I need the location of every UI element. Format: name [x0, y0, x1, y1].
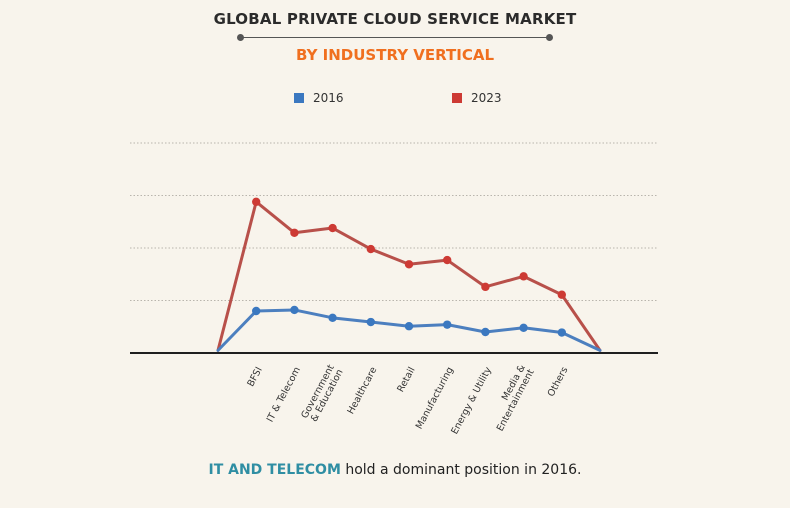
- tick-label-line: BFSI: [245, 365, 264, 388]
- legend-label-2016: 2016: [313, 91, 344, 105]
- chart-subtitle: BY INDUSTRY VERTICAL: [295, 46, 495, 64]
- data-point-2016-2: [290, 305, 299, 315]
- data-point-2016-1: [252, 306, 261, 316]
- data-point-2016-6: [443, 320, 452, 329]
- tick-label-line: IT & Telecom: [265, 365, 303, 424]
- data-point-2016-4: [366, 317, 375, 327]
- legend-label-2023: 2023: [471, 91, 502, 105]
- tick-label-6: Manufacturing: [414, 365, 456, 431]
- tick-label-9: Others: [546, 365, 571, 398]
- data-point-2023-8: [519, 272, 528, 281]
- chart-caption: IT AND TELECOM hold a dominant position …: [0, 462, 790, 478]
- tick-label-8: Media &Entertainment: [486, 362, 537, 433]
- title-divider: [240, 37, 550, 38]
- tick-label-1: BFSI: [245, 365, 264, 388]
- tick-label-line: Energy & Utility: [449, 365, 494, 436]
- tick-label-7: Energy & Utility: [449, 365, 494, 436]
- tick-label-line: Healthcare: [345, 365, 379, 416]
- chart-title: GLOBAL PRIVATE CLOUD SERVICE MARKET: [213, 10, 577, 28]
- data-point-2023-1: [252, 197, 261, 206]
- data-point-2016-5: [404, 322, 414, 331]
- legend-swatch-2023: [452, 93, 462, 103]
- legend-item-2016: 2016: [294, 90, 344, 106]
- tick-label-4: Healthcare: [345, 365, 379, 416]
- tick-label-line: Others: [546, 365, 571, 398]
- data-point-2023-4: [366, 244, 375, 254]
- divider-dot-right: [546, 34, 553, 41]
- tick-label-line: Retail: [395, 365, 417, 394]
- data-point-2023-6: [443, 255, 452, 265]
- caption-highlight: IT AND TELECOM: [208, 462, 341, 478]
- tick-label-line: Manufacturing: [414, 365, 456, 431]
- tick-label-5: Retail: [395, 365, 417, 394]
- legend-item-2023: 2023: [452, 90, 502, 106]
- data-point-2023-2: [290, 228, 299, 237]
- data-point-2016-7: [481, 327, 490, 337]
- legend-swatch-2016: [294, 93, 304, 103]
- tick-label-3: Government& Education: [299, 363, 345, 425]
- data-point-2023-7: [481, 282, 490, 292]
- data-point-2016-8: [519, 323, 528, 332]
- tick-label-2: IT & Telecom: [265, 365, 303, 424]
- caption-text: hold a dominant position in 2016.: [340, 462, 582, 478]
- data-point-2016-3: [328, 313, 337, 323]
- data-point-2023-9: [557, 290, 566, 299]
- data-point-2023-3: [328, 223, 337, 233]
- data-point-2023-5: [404, 260, 414, 269]
- divider-dot-left: [237, 34, 244, 41]
- data-point-2016-9: [557, 328, 566, 337]
